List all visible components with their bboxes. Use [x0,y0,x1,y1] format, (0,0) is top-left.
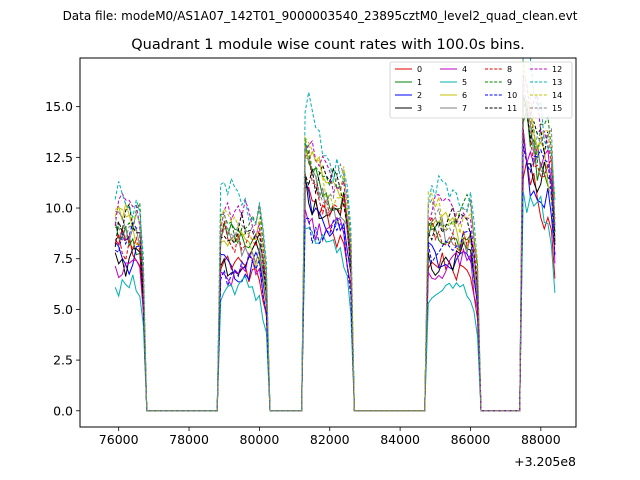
y-tick-label: 7.5 [53,251,73,266]
x-tick-label: 82000 [310,432,350,447]
legend-label-7: 7 [462,104,467,113]
y-tick-label: 15.0 [45,99,73,114]
y-tick-label: 5.0 [53,302,73,317]
x-offset-label: +3.205e8 [514,454,576,469]
series-layer [114,58,556,412]
legend-label-10: 10 [507,91,517,100]
x-tick-label: 88000 [521,432,561,447]
legend-label-5: 5 [462,78,467,87]
x-tick-label: 86000 [451,432,491,447]
legend-label-12: 12 [552,65,562,74]
x-tick-label: 76000 [99,432,139,447]
legend-label-13: 13 [552,78,562,87]
legend-label-9: 9 [507,78,512,87]
x-tick-label: 80000 [240,432,280,447]
legend-label-8: 8 [507,65,512,74]
legend-label-15: 15 [552,104,562,113]
plot-area [79,57,577,428]
y-tick-label: 0.0 [53,403,73,418]
y-axis: 0.0 2.5 5.0 7.5 10.0 12.5 15.0 [45,99,80,418]
y-tick-label: 2.5 [53,353,73,368]
x-tick-label: 84000 [380,432,420,447]
x-axis: 76000 78000 80000 82000 84000 86000 88000 [99,427,561,447]
legend-label-2: 2 [417,91,422,100]
legend-label-1: 1 [417,78,422,87]
figure-suptitle: Data file: modeM0/AS1A07_142T01_90000035… [63,9,578,23]
legend-label-6: 6 [462,91,467,100]
legend-label-0: 0 [417,65,422,74]
series-line-15 [114,75,556,412]
chart-title: Quadrant 1 module wise count rates with … [131,37,525,53]
y-tick-label: 10.0 [45,201,73,216]
x-tick-label: 78000 [169,432,209,447]
legend-label-4: 4 [462,65,467,74]
legend-label-14: 14 [552,91,562,100]
y-tick-label: 12.5 [45,150,73,165]
legend-label-11: 11 [507,104,517,113]
axes-frame [79,57,577,428]
legend-box [389,61,573,119]
legend-label-3: 3 [417,104,422,113]
